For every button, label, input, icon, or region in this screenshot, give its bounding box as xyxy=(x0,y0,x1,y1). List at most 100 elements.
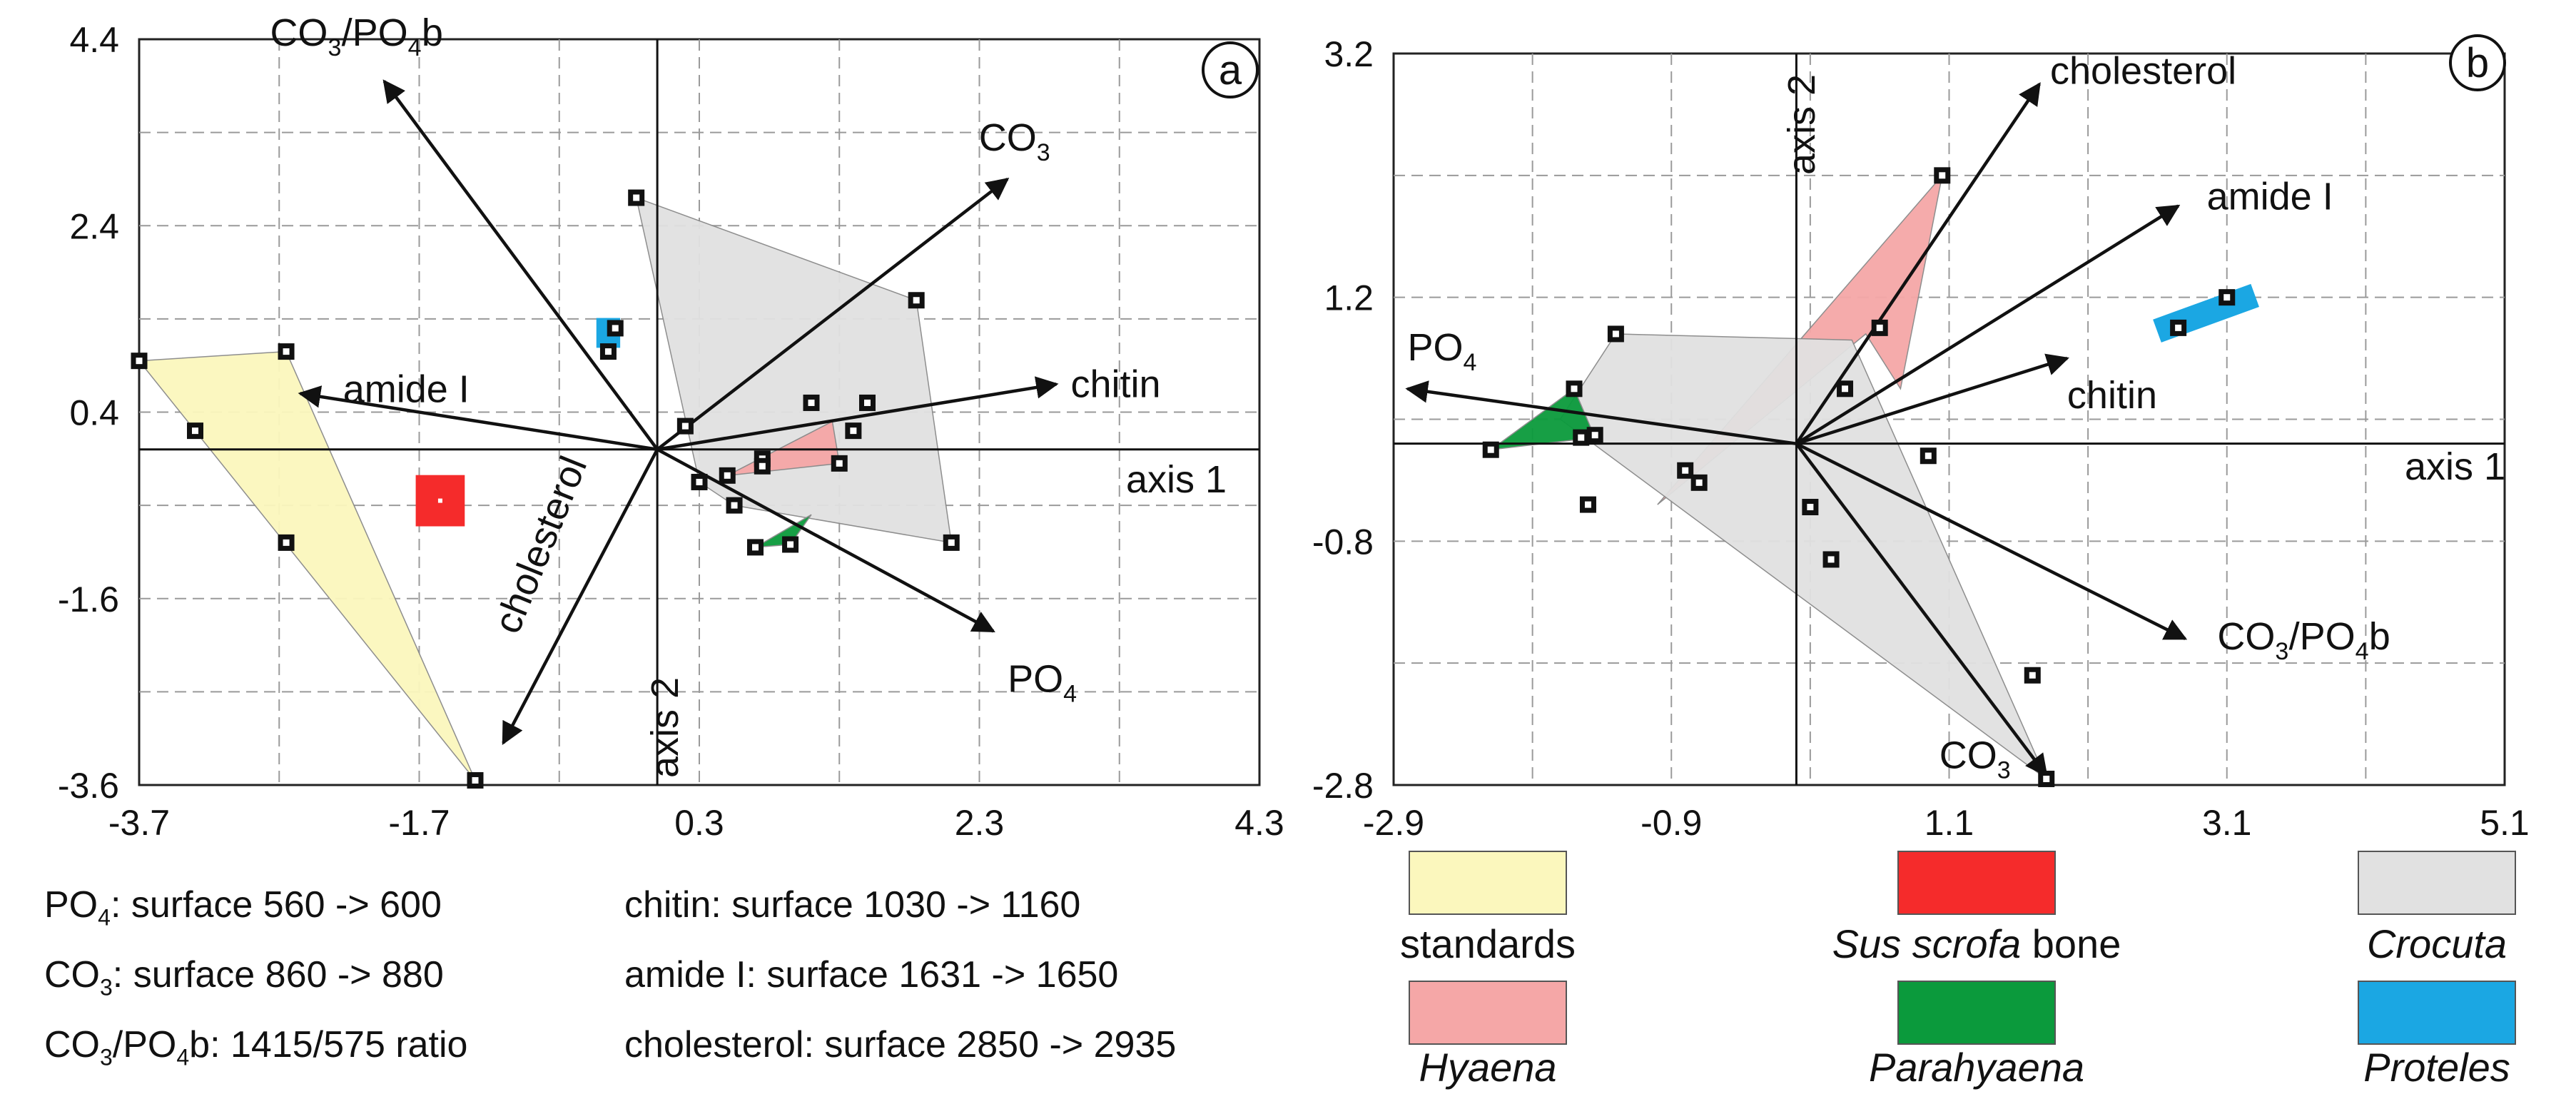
data-point xyxy=(1920,447,1937,465)
note-chitin: chitin: surface 1030 -> 1160 xyxy=(624,884,1081,926)
data-point xyxy=(676,417,694,435)
legend-swatch-proteles xyxy=(2358,981,2516,1045)
panel-badge: b xyxy=(2449,34,2506,91)
data-point xyxy=(831,455,848,472)
data-point xyxy=(131,353,148,370)
vector-label-co3-po4b: CO3 /PO4 b xyxy=(270,11,442,61)
vector-cholesterol xyxy=(502,448,659,746)
y-tick-label: -2.8 xyxy=(1312,766,1374,806)
note-amide: amide I: surface 1631 -> 1650 xyxy=(624,954,1119,996)
data-point xyxy=(467,771,484,789)
data-point xyxy=(1677,462,1694,479)
x-tick-label: 1.1 xyxy=(1925,803,1974,843)
vector-chitin xyxy=(656,376,1059,451)
vector-label-chitin: chitin xyxy=(2067,374,2157,417)
note-co3: CO3: surface 860 -> 880 xyxy=(44,954,444,1001)
data-point xyxy=(2170,319,2187,336)
data-point xyxy=(691,473,708,490)
vector-amide-i xyxy=(1795,204,2181,445)
x-tick-label: 5.1 xyxy=(2480,803,2530,843)
y-tick-label: 0.4 xyxy=(69,393,119,433)
legend-label-parahyaena: Parahyaena xyxy=(1869,1045,2084,1090)
rect-center-dot xyxy=(437,498,442,503)
data-point xyxy=(859,394,876,411)
vector-co3-po4b xyxy=(1795,442,2188,641)
x-tick-label: 3.1 xyxy=(2202,803,2252,843)
vector-label-amide-i: amide I xyxy=(343,368,470,410)
data-point xyxy=(726,497,743,514)
y-tick-label: 2.4 xyxy=(69,206,119,246)
note-cholesterol: cholesterol: surface 2850 -> 2935 xyxy=(624,1024,1177,1065)
y-tick-label: -1.6 xyxy=(58,579,119,619)
vector-label-co3: CO3 xyxy=(1939,734,2011,784)
legend-swatch-parahyaena xyxy=(1897,981,2056,1045)
data-point xyxy=(719,467,736,484)
y-tick-label: 1.2 xyxy=(1324,278,1374,318)
data-point xyxy=(1482,441,1499,458)
legend: standards Sus scrofa bone Crocuta Hyaena Par… xyxy=(1400,851,2516,1090)
legend-label-crocuta: Crocuta xyxy=(2367,921,2507,966)
x-tick-label: 0.3 xyxy=(674,803,724,843)
data-point xyxy=(803,394,820,411)
legend-swatch-standards xyxy=(1409,851,1567,915)
note-po4: PO4: surface 560 -> 600 xyxy=(44,884,442,931)
axis-1-title: axis 1 xyxy=(1126,458,1227,501)
data-point xyxy=(187,422,203,440)
data-point xyxy=(1607,325,1624,343)
data-point xyxy=(1934,167,1951,184)
data-point xyxy=(2024,667,2041,684)
axis-2-title: axis 2 xyxy=(1780,74,1823,175)
panel-badge-circle xyxy=(1202,41,1259,98)
legend-label-hyaena: Hyaena xyxy=(1419,1045,1556,1090)
panel-badge-label: b xyxy=(2466,40,2489,86)
y-tick-label: -0.8 xyxy=(1312,522,1374,562)
data-point xyxy=(1566,380,1583,398)
data-point xyxy=(607,320,624,337)
x-tick-label: -0.9 xyxy=(1641,803,1702,843)
axis-2-title: axis 2 xyxy=(644,677,686,778)
panel-b: cholesterol amide I PO4 chitin CO3 /PO4 b CO3… xyxy=(1312,34,2530,843)
y-tick-label: 4.4 xyxy=(69,20,119,60)
data-point xyxy=(278,343,295,360)
axis-1-title: axis 1 xyxy=(2405,445,2505,488)
vector-amide-i xyxy=(298,385,658,451)
y-tick-label: -3.6 xyxy=(58,766,119,806)
panel-badge-circle xyxy=(2449,34,2506,91)
vector-label-co3-po4b: CO3 /PO4 b xyxy=(2217,615,2390,665)
vector-co3 xyxy=(656,178,1010,451)
legend-swatch-sus-scrofa-bone xyxy=(1897,851,2056,915)
vector-label-chitin: chitin xyxy=(1070,363,1160,405)
vector-label-po4: PO4 xyxy=(1407,326,1476,376)
data-point xyxy=(1579,496,1596,513)
data-point xyxy=(747,539,764,556)
vector-label-amide-i: amide I xyxy=(2207,176,2333,218)
legend-swatch-hyaena xyxy=(1409,981,1567,1045)
data-point xyxy=(599,343,617,360)
data-point xyxy=(1837,380,1854,398)
data-point xyxy=(845,422,862,440)
x-tick-label: 4.3 xyxy=(1234,803,1284,843)
vector-po4 xyxy=(656,447,995,633)
data-point xyxy=(943,534,960,551)
data-point xyxy=(1871,319,1888,336)
x-tick-label: -3.7 xyxy=(108,803,170,843)
data-point xyxy=(278,534,295,551)
y-tick-label: 3.2 xyxy=(1324,34,1374,74)
vector-chitin xyxy=(1795,353,2069,445)
legend-label-standards: standards xyxy=(1400,921,1576,966)
vector-co3 xyxy=(1795,442,2048,777)
data-point xyxy=(2218,289,2236,306)
x-tick-label: -1.7 xyxy=(388,803,450,843)
data-point xyxy=(1586,427,1603,444)
data-point xyxy=(628,189,645,206)
vector-label-co3: CO3 xyxy=(979,116,1050,166)
vector-po4 xyxy=(1405,380,1797,445)
polygon-crocuta xyxy=(635,196,953,544)
x-tick-label: -2.9 xyxy=(1363,803,1424,843)
legend-swatch-crocuta xyxy=(2358,851,2516,915)
legend-label-sus-scrofa-bone: Sus scrofa bone xyxy=(1832,921,2121,966)
data-point xyxy=(1822,551,1840,568)
polygon-parahyaena xyxy=(755,514,812,548)
